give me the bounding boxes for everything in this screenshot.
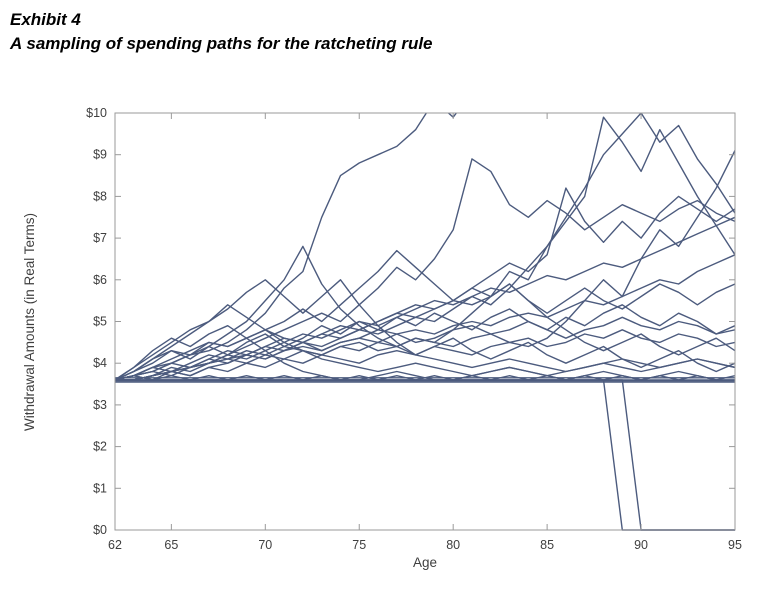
y-tick-label: $2 xyxy=(93,440,107,454)
y-tick-label: $4 xyxy=(93,356,107,370)
y-tick-label: $3 xyxy=(93,398,107,412)
spending-path-p03 xyxy=(115,329,735,381)
spending-path-p16 xyxy=(115,216,735,381)
x-tick-label: 95 xyxy=(728,538,742,552)
y-axis-label: Withdrawal Amounts (in Real Terms) xyxy=(22,213,37,431)
spending-path-p14 xyxy=(115,279,735,381)
x-tick-label: 80 xyxy=(446,538,460,552)
y-tick-label: $5 xyxy=(93,315,107,329)
x-tick-label: 65 xyxy=(164,538,178,552)
spending-path-p06 xyxy=(115,245,735,381)
spending-path-p07 xyxy=(115,113,458,381)
x-tick-label: 90 xyxy=(634,538,648,552)
x-tick-label: 75 xyxy=(352,538,366,552)
x-tick-label: 85 xyxy=(540,538,554,552)
spending-path-p04 xyxy=(115,316,735,381)
spending-path-p24 xyxy=(115,375,735,381)
y-tick-label: $8 xyxy=(93,189,107,203)
spending-path-p11 xyxy=(115,379,735,531)
spending-path-p21 xyxy=(115,283,735,381)
spending-path-p22 xyxy=(115,187,735,381)
spending-path-p05 xyxy=(115,304,735,381)
spending-path-p10 xyxy=(115,150,735,381)
exhibit-label: Exhibit 4 xyxy=(10,10,81,29)
spending-path-p09 xyxy=(115,113,735,381)
y-tick-label: $1 xyxy=(93,481,107,495)
y-tick-label: $7 xyxy=(93,231,107,245)
x-tick-label: 62 xyxy=(108,538,122,552)
x-tick-label: 70 xyxy=(258,538,272,552)
figure-header: Exhibit 4 A sampling of spending paths f… xyxy=(10,8,433,56)
spending-paths-group xyxy=(115,113,735,531)
y-tick-label: $6 xyxy=(93,273,107,287)
spending-path-p12 xyxy=(115,379,735,531)
y-tick-label: $0 xyxy=(93,523,107,537)
x-axis-label: Age xyxy=(413,555,437,570)
spending-path-p13 xyxy=(115,249,735,381)
spending-path-p17 xyxy=(115,304,735,381)
figure-title: A sampling of spending paths for the rat… xyxy=(10,33,433,53)
y-tick-label: $10 xyxy=(86,106,107,120)
y-tick-label: $9 xyxy=(93,148,107,162)
